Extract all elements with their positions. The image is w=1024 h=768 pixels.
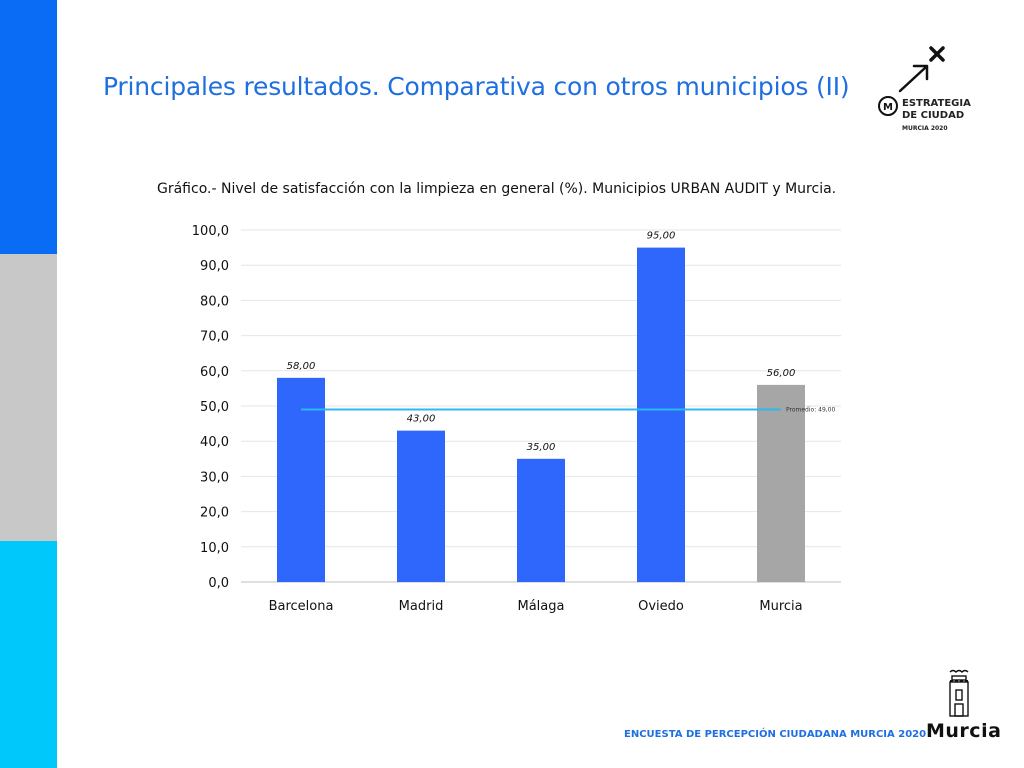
- page-title: Principales resultados. Comparativa con …: [103, 72, 850, 101]
- bar: [277, 377, 325, 582]
- x-tick-label: Málaga: [518, 599, 565, 614]
- side-band-blue: [0, 0, 57, 254]
- bar-value-label: 58,00: [287, 361, 316, 372]
- logo-text-line-1: ESTRATEGIA: [902, 98, 971, 109]
- side-band-cyan: [0, 541, 57, 768]
- murcia-city-logo: Murcia: [926, 668, 1001, 746]
- bar-value-label: 95,00: [647, 231, 676, 242]
- logo-text-line-3: MURCIA 2020: [902, 125, 948, 132]
- strategy-logo: M ESTRATEGIA DE CIUDAD MURCIA 2020: [876, 44, 976, 136]
- logo-text-line-2: DE CIUDAD: [902, 110, 965, 121]
- y-tick-label: 100,0: [192, 224, 229, 239]
- y-tick-label: 30,0: [200, 470, 229, 485]
- y-tick-label: 50,0: [200, 400, 229, 415]
- chart-title: Gráfico.- Nivel de satisfacción con la l…: [157, 181, 837, 197]
- y-tick-label: 80,0: [200, 294, 229, 309]
- bar: [517, 458, 565, 582]
- bar-value-label: 43,00: [407, 414, 436, 425]
- y-tick-label: 40,0: [200, 435, 229, 450]
- average-label: Promedio: 49,00: [786, 407, 835, 414]
- y-tick-label: 20,0: [200, 506, 229, 521]
- side-band-gray: [0, 254, 57, 541]
- murcia-logo-word: Murcia: [926, 720, 1002, 742]
- bar-value-label: 56,00: [767, 368, 796, 379]
- arrow-cross-icon: [898, 46, 945, 93]
- bar-value-label: 35,00: [527, 442, 556, 453]
- bar: [757, 384, 805, 582]
- label-layer: 0,0 10,0 20,0 30,0 40,0 50,0 60,0 70,0 80,0 90,0 1…: [192, 224, 836, 614]
- y-tick-label: 0,0: [208, 576, 229, 591]
- footer-survey-title: ENCUESTA DE PERCEPCIÓN CIUDADANA MURCIA …: [624, 729, 927, 740]
- x-tick-label: Madrid: [399, 599, 444, 614]
- bar: [637, 247, 685, 582]
- x-tick-label: Barcelona: [269, 599, 334, 614]
- x-tick-label: Murcia: [759, 599, 802, 614]
- y-tick-label: 60,0: [200, 365, 229, 380]
- y-tick-label: 90,0: [200, 259, 229, 274]
- y-tick-label: 10,0: [200, 541, 229, 556]
- y-tick-label: 70,0: [200, 330, 229, 345]
- x-tick-label: Oviedo: [638, 599, 684, 614]
- m-badge-icon: M: [878, 96, 898, 116]
- bar: [397, 430, 445, 582]
- svg-text:M: M: [883, 102, 893, 113]
- castle-crest-icon: [949, 669, 969, 717]
- bar-layer: [277, 247, 805, 582]
